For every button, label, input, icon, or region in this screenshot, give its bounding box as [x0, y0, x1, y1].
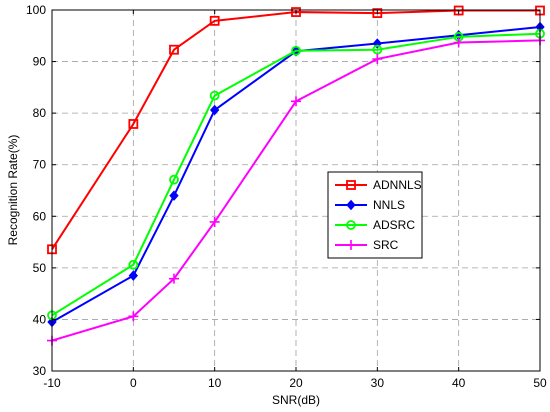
- x-tick-label: 50: [533, 376, 547, 390]
- data-point-src: [372, 53, 383, 64]
- data-point-src: [209, 216, 220, 227]
- x-tick-label: -10: [43, 376, 61, 390]
- legend-marker: [346, 199, 356, 211]
- data-point-adsrc: [128, 259, 139, 270]
- data-point-adnnls: [453, 5, 464, 16]
- series-line-adsrc: [51, 32, 541, 317]
- data-point-adsrc: [209, 90, 220, 101]
- y-axis-label: Recognition Rate(%): [6, 135, 20, 246]
- y-tick-label: 90: [33, 55, 47, 69]
- x-tick-label: 30: [371, 376, 385, 390]
- legend-label: ADNNLS: [373, 178, 422, 192]
- legend: ADNNLS NNLS ADSRC SRC: [327, 171, 423, 259]
- legend-label: ADSRC: [373, 218, 415, 232]
- data-point-adsrc: [291, 45, 301, 56]
- legend-item-nnls: NNLS: [335, 198, 405, 212]
- data-point-adnnls: [209, 15, 220, 26]
- y-axis-ticks: 30 40 50 60 70 80 90 100: [26, 3, 540, 378]
- legend-marker: [346, 240, 356, 250]
- y-tick-label: 80: [33, 106, 47, 120]
- data-point-src: [128, 311, 139, 322]
- data-point-nnls: [128, 270, 139, 281]
- data-point-nnls: [209, 104, 220, 116]
- data-point-src: [453, 37, 464, 48]
- grid-lines: [52, 10, 540, 371]
- legend-item-adnnls: ADNNLS: [335, 178, 422, 192]
- legend-box: [327, 171, 423, 259]
- y-tick-label: 100: [26, 3, 46, 17]
- series-line-adnnls: [51, 9, 540, 250]
- data-point-adnnls: [169, 44, 179, 55]
- data-point-adnnls: [128, 119, 139, 129]
- x-tick-label: 10: [208, 376, 222, 390]
- y-tick-label: 40: [33, 312, 47, 326]
- x-axis-ticks: -10 0 10 20 30 40 50: [43, 10, 547, 390]
- series-line-nnls: [51, 26, 541, 323]
- data-point-adsrc: [169, 174, 179, 185]
- legend-label: SRC: [373, 238, 399, 252]
- data-point-adsrc: [372, 44, 383, 55]
- y-tick-label: 50: [33, 261, 47, 275]
- y-tick-label: 30: [33, 364, 47, 378]
- legend-item-src: SRC: [335, 238, 399, 252]
- data-point-nnls: [169, 190, 179, 201]
- x-tick-label: 20: [289, 376, 303, 390]
- y-tick-label: 60: [33, 209, 47, 223]
- data-point-src: [291, 96, 301, 107]
- data-point-adnnls: [372, 8, 383, 18]
- legend-marker: [346, 220, 356, 230]
- legend-marker: [346, 180, 356, 190]
- x-tick-label: 40: [452, 376, 466, 390]
- x-tick-label: 0: [130, 376, 137, 390]
- x-axis-label: SNR(dB): [272, 393, 320, 407]
- data-point-adnnls: [291, 7, 301, 17]
- series-layer: [47, 5, 545, 346]
- legend-label: NNLS: [373, 198, 405, 212]
- legend-item-adsrc: ADSRC: [335, 218, 415, 232]
- data-point-src: [169, 273, 179, 284]
- y-tick-label: 70: [33, 158, 47, 172]
- series-line-src: [51, 39, 541, 342]
